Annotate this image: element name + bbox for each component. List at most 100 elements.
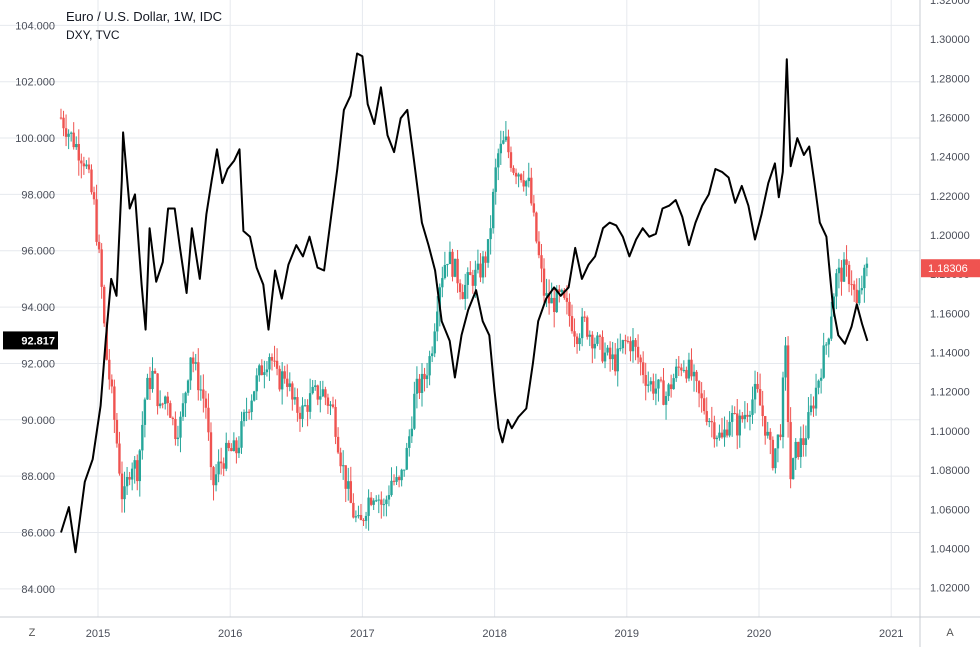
candle-body [359, 515, 363, 521]
right-tick-label: 1.04000 [930, 543, 970, 555]
candle-body [621, 340, 625, 349]
candle-body [362, 520, 365, 522]
candle-body [64, 128, 68, 137]
candle-body [547, 293, 551, 304]
candle-body [486, 239, 490, 263]
candle-body [382, 504, 386, 506]
candle-body [103, 286, 106, 324]
candle-body [481, 256, 485, 278]
right-tick-label: 1.28000 [930, 73, 970, 85]
candle-body [502, 140, 505, 144]
candle-body [143, 399, 147, 425]
candle-body [791, 458, 795, 480]
candle-body [825, 344, 828, 346]
candle-body [499, 143, 503, 154]
candle-body [118, 443, 121, 474]
candle-body [736, 413, 739, 436]
candle-body [174, 418, 177, 440]
candle-body [797, 441, 800, 458]
candle-body [603, 352, 607, 362]
candle-body [115, 419, 119, 444]
candle-body [303, 405, 307, 407]
candle-body [827, 338, 830, 345]
candle-body [713, 422, 716, 440]
candle-body [563, 290, 566, 298]
candle-body [715, 437, 719, 440]
candle-body [181, 403, 185, 417]
candle-body [418, 378, 421, 393]
candle-body [629, 341, 632, 352]
left-tick-label: 98.000 [21, 189, 55, 201]
candle-body [756, 383, 759, 390]
candle-body [667, 384, 670, 397]
candle-body [784, 345, 787, 378]
candle-body [522, 180, 525, 187]
candle-body [349, 481, 353, 503]
candle-body [596, 335, 599, 344]
eurusd-candles [59, 108, 869, 531]
dxy-price-label: 92.817 [21, 335, 55, 347]
candle-body [275, 360, 279, 369]
candle-body [448, 251, 452, 265]
candle-body [372, 500, 375, 505]
candle-body [146, 377, 149, 400]
candle-body [405, 447, 408, 470]
candle-body [156, 373, 159, 407]
candle-body [461, 292, 464, 299]
candle-body [537, 241, 541, 256]
candle-body [779, 434, 782, 438]
candle-body [807, 412, 810, 439]
candle-body [741, 415, 744, 420]
candle-body [130, 468, 134, 480]
candle-body [860, 288, 864, 291]
candle-body [682, 369, 686, 371]
candle-body [123, 486, 126, 500]
zoom-reset-button[interactable]: Z [28, 627, 36, 639]
candle-body [519, 174, 523, 181]
auto-scale-button[interactable]: A [946, 627, 954, 639]
candle-body [375, 500, 378, 502]
candle-body [466, 272, 469, 285]
candle-body [728, 421, 731, 436]
candle-body [575, 336, 579, 345]
left-tick-label: 100.000 [15, 133, 55, 145]
candle-body [626, 340, 630, 342]
candle-body [758, 389, 762, 406]
candle-body [385, 499, 388, 505]
candle-body [535, 212, 538, 242]
candle-body [710, 421, 714, 423]
right-axis[interactable]: 1.02000 1.04000 1.06000 1.08000 1.10000 1.120… [930, 0, 970, 595]
candle-body [59, 117, 63, 119]
candle-body [525, 181, 528, 187]
candle-body [705, 411, 708, 422]
candle-body [92, 192, 96, 200]
candle-body [113, 386, 116, 420]
candle-body [161, 403, 164, 405]
candle-body [675, 366, 678, 379]
candle-body [324, 389, 327, 398]
candle-body [471, 274, 475, 286]
candle-body [542, 268, 546, 296]
candle-body [850, 284, 853, 286]
candle-body [819, 377, 823, 381]
candle-body [616, 348, 619, 372]
candle-body [458, 283, 462, 293]
candle-body [479, 263, 482, 278]
candle-body [565, 297, 569, 302]
candle-body [725, 429, 729, 436]
left-tick-label: 84.000 [21, 584, 55, 596]
candle-body [227, 442, 230, 449]
x-axis[interactable]: 2015 2016 2017 2018 2019 2020 2021 [86, 628, 904, 640]
x-tick-label: 2017 [350, 628, 374, 640]
candle-body [420, 373, 424, 393]
candle-body [733, 413, 736, 415]
candle-body [87, 164, 91, 170]
candle-body [855, 289, 858, 304]
right-tick-label: 1.06000 [930, 504, 970, 516]
candle-body [207, 407, 210, 433]
candle-body [141, 424, 144, 451]
candle-body [296, 397, 299, 413]
left-tick-label: 94.000 [21, 302, 55, 314]
price-badges: 1.18306 92.817 [3, 259, 980, 350]
